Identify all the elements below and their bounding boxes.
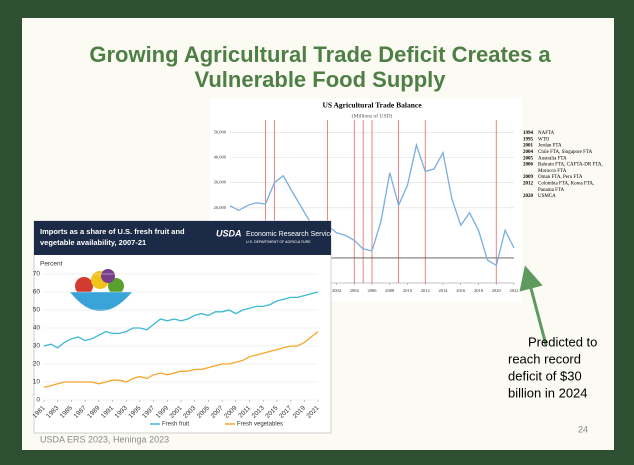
event-year: 2004 bbox=[523, 150, 534, 155]
chart-title: vegetable availability, 2007-21 bbox=[40, 238, 146, 247]
event-year: 2001 bbox=[523, 144, 534, 149]
annotation: billion in 2024 bbox=[508, 385, 588, 400]
fruit-bowl bbox=[70, 269, 132, 311]
y-tick-label: 70 bbox=[33, 271, 41, 278]
trade-balance-chart: 20,000 30,000 40,000 50,000 2002 2004 2006 2008… bbox=[214, 101, 603, 293]
inset-panel bbox=[33, 220, 332, 434]
x-tick-label: 2016 bbox=[456, 288, 466, 293]
event-label: Chile FTA, Singapore FTA bbox=[538, 150, 593, 155]
y-axis-label: Percent bbox=[40, 261, 63, 268]
source: Economic Research Service bbox=[246, 231, 334, 238]
bowl bbox=[70, 292, 132, 311]
fruit bbox=[75, 277, 93, 295]
y-tick-label: 50 bbox=[33, 307, 41, 314]
event-year: 2012 bbox=[523, 182, 534, 187]
legend-label: Fresh fruit bbox=[162, 422, 189, 428]
series-line bbox=[43, 291, 319, 349]
agency: USDA bbox=[216, 228, 242, 238]
chart-title: Imports as a share of U.S. fresh fruit a… bbox=[40, 227, 185, 236]
series-line bbox=[229, 142, 515, 267]
event-label: Colombia FTA, Korea FTA, bbox=[538, 182, 594, 187]
legend-label: Fresh vegetables bbox=[237, 422, 283, 428]
y-tick-label: 30 bbox=[33, 343, 41, 350]
x-tick-label: 2018 bbox=[474, 288, 484, 293]
y-tick-label: 0 bbox=[36, 397, 40, 404]
event-year: 2020 bbox=[523, 194, 534, 199]
y-tick-label: 40 bbox=[33, 325, 41, 332]
y-tick-label: 20 bbox=[33, 361, 41, 368]
fruit bbox=[101, 269, 115, 283]
event-label: Bahrain FTA, CAFTA-DR FTA, bbox=[538, 163, 603, 168]
y-tick-label: 50,000 bbox=[214, 130, 227, 136]
fruit bbox=[108, 278, 124, 294]
x-tick-label: 2002 bbox=[332, 288, 341, 293]
event-label: USMCA bbox=[538, 194, 556, 199]
event-year: 1995 bbox=[523, 137, 534, 142]
event-label: NAFTA bbox=[538, 131, 555, 136]
y-tick-label: 30,000 bbox=[214, 180, 227, 186]
x-tick-label: 2012 bbox=[421, 288, 430, 293]
x-tick-label: 2004 bbox=[350, 288, 360, 293]
chart-title: US Agricultural Trade Balance bbox=[322, 101, 422, 110]
annotation: Predicted to bbox=[528, 334, 597, 349]
y-tick-label: 40,000 bbox=[214, 155, 227, 161]
department: U.S. DEPARTMENT OF AGRICULTURE bbox=[246, 240, 311, 244]
annotation: deficit of $30 bbox=[508, 368, 582, 383]
x-tick-label: 2014 bbox=[439, 288, 449, 293]
arrow bbox=[519, 265, 548, 346]
page-number: 24 bbox=[578, 424, 588, 434]
annotation: reach record bbox=[508, 351, 581, 366]
x-tick-label: 2022 bbox=[510, 288, 519, 293]
event-year: 1994 bbox=[523, 131, 534, 136]
y-tick-label: 10 bbox=[33, 379, 41, 386]
event-label: Panama FTA bbox=[538, 188, 565, 193]
event-label: Australia FTA bbox=[538, 156, 567, 161]
event-year: 2009 bbox=[523, 175, 534, 180]
x-tick-label: 2006 bbox=[368, 288, 378, 293]
footer: USDA ERS 2023, Heninga 2023 bbox=[40, 434, 169, 444]
chart-subtitle: (Millions of USD) bbox=[352, 112, 393, 119]
event-label: Morocco FTA bbox=[538, 169, 567, 174]
y-tick-label: 60 bbox=[33, 289, 41, 296]
event-label: Jordan FTA bbox=[538, 144, 562, 149]
x-tick-label: 2010 bbox=[403, 288, 413, 293]
slide-title: Vulnerable Food Supply bbox=[195, 67, 447, 92]
series-line bbox=[43, 331, 319, 389]
event-year: 2005 bbox=[523, 156, 534, 161]
x-tick-label: 2008 bbox=[385, 288, 395, 293]
event-label: Oman FTA, Peru FTA bbox=[538, 175, 583, 180]
slide-title: Growing Agricultural Trade Deficit Creat… bbox=[89, 42, 551, 67]
inset-header bbox=[34, 221, 331, 255]
y-tick-label: 20,000 bbox=[214, 205, 227, 211]
event-label: WTO bbox=[538, 137, 550, 142]
event-year: 2006 bbox=[523, 163, 534, 168]
x-tick-label: 2020 bbox=[492, 288, 502, 293]
